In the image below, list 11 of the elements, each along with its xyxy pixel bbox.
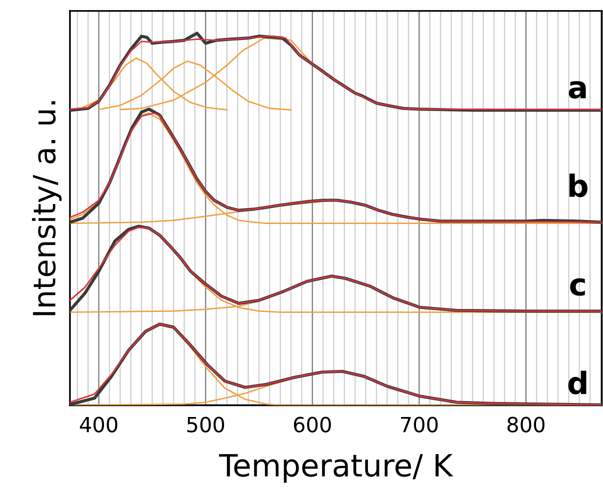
x-tick-label: 600: [294, 416, 331, 432]
annotation: d: [568, 370, 586, 394]
x-tick-label: 500: [187, 416, 224, 432]
annotation: b: [569, 174, 588, 198]
x-tick-label: 700: [401, 416, 438, 432]
y-axis-title: Intensity/ a. u.: [32, 101, 62, 316]
annotation: a: [568, 81, 586, 99]
x-axis-title: Temperature/ K: [218, 454, 454, 483]
x-tick-label: 800: [508, 416, 544, 432]
annotation: c: [570, 278, 585, 296]
x-tick-label: 400: [80, 416, 118, 432]
